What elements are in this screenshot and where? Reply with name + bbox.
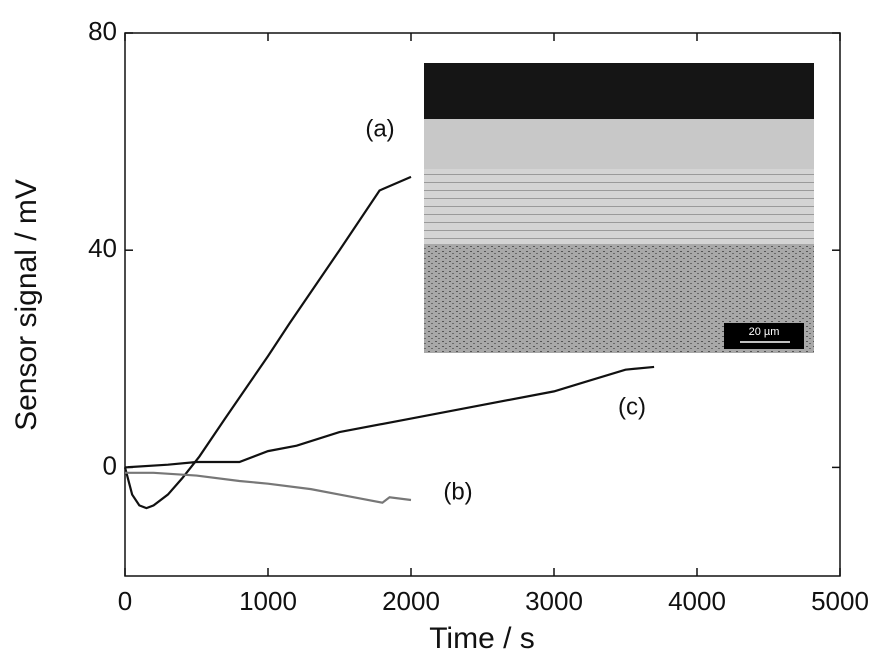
x-axis-title: Time / s	[429, 622, 535, 655]
plot-frame	[124, 32, 841, 577]
y-axis-title: Sensor signal / mV	[10, 179, 43, 431]
scale-label: 20 µm	[749, 326, 780, 338]
y-tick-label: 0	[103, 450, 117, 480]
series-label: (c)	[618, 393, 646, 420]
x-tick-label: 0	[118, 586, 132, 616]
series-label: (a)	[365, 115, 394, 142]
x-tick-label: 2000	[382, 586, 440, 616]
x-tick-label: 1000	[239, 586, 297, 616]
y-tick-label: 40	[88, 233, 117, 263]
inset-micrograph: 20 µm	[424, 63, 814, 353]
x-tick-label: 5000	[811, 586, 869, 616]
series-line	[124, 365, 655, 469]
x-tick-label: 3000	[525, 586, 583, 616]
series-line	[125, 471, 412, 504]
x-tick-label: 4000	[668, 586, 726, 616]
y-tick-label: 80	[88, 16, 117, 46]
series-label: (b)	[443, 478, 472, 505]
series-line	[123, 175, 412, 510]
